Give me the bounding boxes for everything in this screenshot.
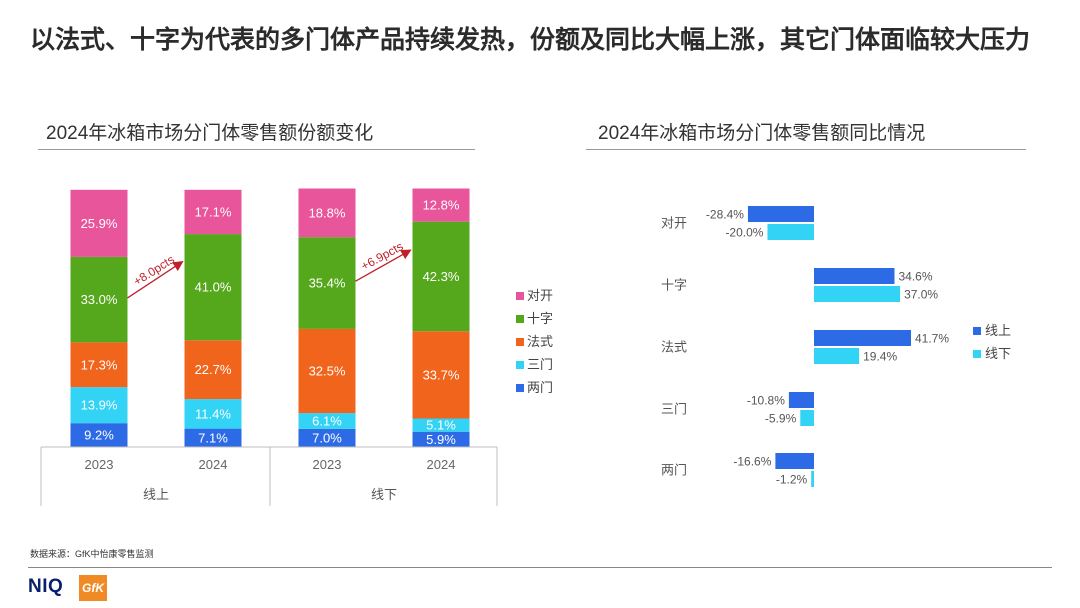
change-annotation: +6.9pcts [359, 239, 406, 273]
stacked-bar-segment [412, 431, 470, 447]
yoy-bar [814, 348, 860, 364]
yoy-data-label: -28.4% [706, 208, 744, 222]
bar-data-label: 5.1% [426, 418, 456, 433]
category-label: 十字 [661, 278, 687, 293]
yoy-bar [775, 453, 814, 469]
legend-swatch [516, 315, 524, 323]
change-arrow [127, 260, 184, 299]
data-source-note: 数据来源：GfK中怡康零售监测 [30, 549, 154, 559]
bar-data-label: 42.3% [423, 269, 460, 284]
stacked-bar-segment [184, 234, 242, 341]
bar-data-label: 9.2% [84, 428, 114, 443]
yoy-data-label: 37.0% [904, 288, 938, 302]
category-label: 法式 [661, 340, 687, 355]
yoy-data-label: 34.6% [898, 270, 932, 284]
yoy-bar [814, 268, 895, 284]
legend-label: 线上 [985, 323, 1011, 338]
bar-data-label: 7.0% [312, 430, 342, 445]
yoy-bar [814, 286, 901, 302]
legend-label: 十字 [527, 311, 553, 326]
category-label: 两门 [661, 463, 687, 478]
group-label: 线上 [143, 487, 169, 502]
yoy-bar [767, 224, 814, 240]
stacked-bar-segment [184, 428, 242, 447]
x-tick-label: 2024 [199, 457, 228, 472]
stacked-bar-segment [298, 328, 356, 414]
footer-rule [28, 567, 1052, 568]
stacked-bar-segment [412, 331, 470, 419]
bar-data-label: 33.7% [423, 367, 460, 382]
category-label: 对开 [661, 216, 687, 231]
yoy-data-label: 19.4% [863, 350, 897, 364]
bar-data-label: 33.0% [81, 292, 118, 307]
bar-data-label: 13.9% [81, 398, 118, 413]
stacked-bar-segment [70, 423, 128, 447]
stacked-bar-segment [298, 188, 356, 238]
stacked-bar-chart: 9.2% 13.9% 17.3% 33.0% 25.9% 2023 7.1% 11.4% 22.… [40, 188, 553, 506]
yoy-data-label: -10.8% [747, 394, 785, 408]
yoy-bar [788, 392, 814, 408]
bar-data-label: 17.1% [195, 204, 232, 219]
bar-data-label: 41.0% [195, 280, 232, 295]
legend-swatch [973, 350, 981, 358]
x-tick-label: 2023 [313, 457, 342, 472]
stacked-bar-segment [298, 428, 356, 447]
bar-data-label: 18.8% [309, 205, 346, 220]
bar-data-label: 35.4% [309, 276, 346, 291]
yoy-horizontal-bar-chart: 对开 -28.4% -20.0% 十字 34.6% 37.0% 法式 41.7% 19.4% 三门… [661, 206, 1011, 487]
yoy-bar [811, 471, 814, 487]
legend-swatch [516, 338, 524, 346]
bar-data-label: 7.1% [198, 430, 228, 445]
category-label: 三门 [661, 402, 687, 417]
stacked-bar-segment [70, 342, 128, 388]
yoy-data-label: 41.7% [915, 332, 949, 346]
legend-label: 对开 [527, 288, 553, 303]
stacked-bar-segment [412, 188, 470, 222]
page-title: 以法式、十字为代表的多门体产品持续发热，份额及同比大幅上涨，其它门体面临较大压力 [30, 26, 1031, 54]
yoy-data-label: -20.0% [725, 226, 763, 240]
bar-data-label: 11.4% [195, 406, 231, 421]
x-tick-label: 2023 [85, 457, 114, 472]
bar-data-label: 32.5% [309, 363, 346, 378]
yoy-bar [747, 206, 814, 222]
bar-data-label: 17.3% [81, 357, 118, 372]
legend-swatch [973, 327, 981, 335]
stacked-bar-segment [412, 221, 470, 332]
stacked-bar-segment [298, 237, 356, 329]
stacked-bar-segment [412, 418, 470, 432]
legend-swatch [516, 384, 524, 392]
gfk-logo: GfK [79, 575, 107, 601]
yoy-data-label: -16.6% [733, 455, 771, 469]
bar-data-label: 12.8% [423, 198, 460, 213]
legend-label: 法式 [527, 334, 553, 349]
legend-swatch [516, 292, 524, 300]
change-arrow [355, 249, 412, 282]
stacked-bar-segment [184, 399, 242, 429]
yoy-bar [800, 410, 814, 426]
yoy-data-label: -5.9% [765, 412, 797, 426]
stacked-bar-segment [70, 387, 128, 424]
bar-data-label: 22.7% [195, 362, 232, 377]
stacked-bar-segment [70, 189, 128, 257]
legend-label: 三门 [527, 357, 553, 372]
stacked-bar-segment [298, 413, 356, 429]
yoy-data-label: -1.2% [776, 473, 808, 487]
group-label: 线下 [371, 487, 397, 502]
niq-logo: NIQ [28, 576, 64, 597]
legend-label: 线下 [985, 346, 1011, 361]
bar-data-label: 6.1% [312, 413, 342, 428]
x-tick-label: 2024 [427, 457, 456, 472]
stacked-bar-segment [184, 340, 242, 400]
stacked-bar-segment [184, 189, 242, 235]
legend-swatch [516, 361, 524, 369]
legend-label: 两门 [527, 380, 553, 395]
bar-data-label: 5.9% [426, 432, 456, 447]
stacked-bar-segment [70, 256, 128, 343]
right-chart-title: 2024年冰箱市场分门体零售额同比情况 [598, 123, 926, 144]
right-chart-title-rule [586, 149, 1026, 150]
bar-data-label: 25.9% [81, 216, 118, 231]
yoy-bar [814, 330, 911, 346]
left-chart-title-rule [38, 149, 475, 150]
left-chart-title: 2024年冰箱市场分门体零售额份额变化 [46, 123, 374, 144]
